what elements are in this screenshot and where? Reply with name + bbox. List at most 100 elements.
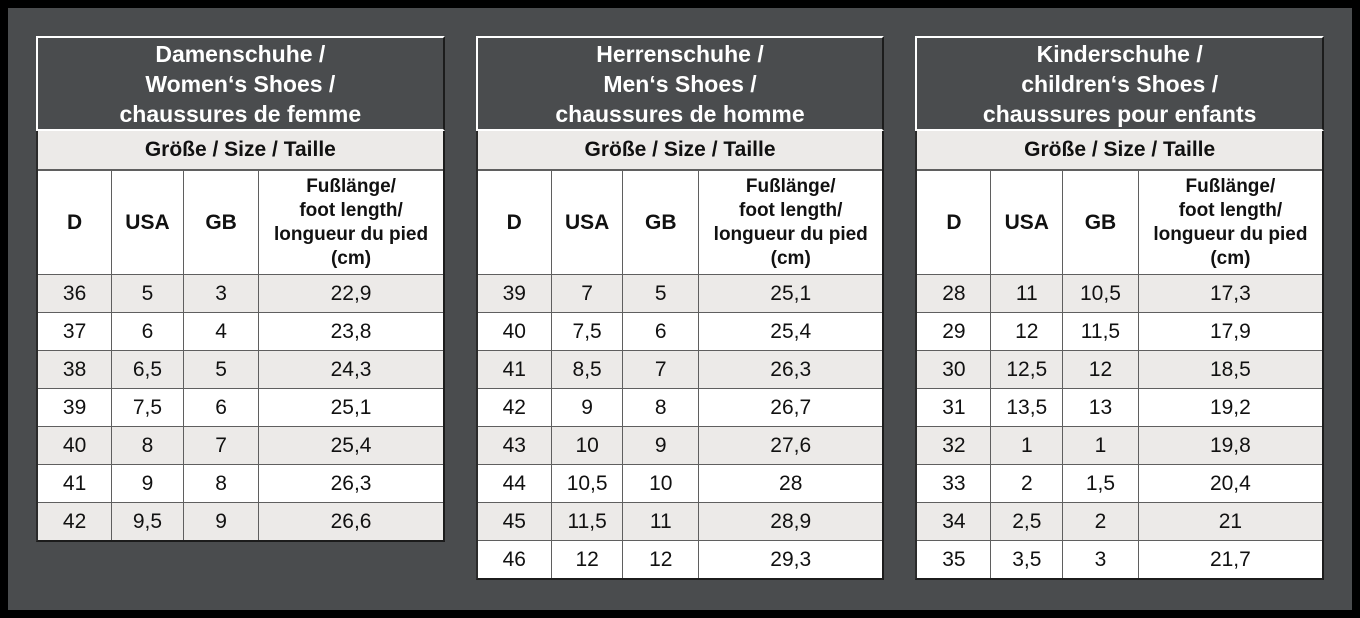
table-title-childrens: Kinderschuhe / children‘s Shoes / chauss…: [915, 36, 1325, 131]
size-cell: 32: [917, 426, 992, 465]
size-cell: 38: [38, 350, 113, 389]
size-cell: 40: [38, 426, 113, 465]
table-row: 39 7,5 6 25,1: [38, 388, 443, 427]
size-cell: 4: [182, 312, 260, 351]
size-cell: 21,7: [1137, 540, 1323, 578]
size-cell: 29,3: [698, 540, 883, 578]
size-cell: 6: [182, 388, 260, 427]
size-cell: 9,5: [111, 502, 184, 540]
size-cell: 25,4: [258, 426, 443, 465]
table-row: 35 3,5 3 21,7: [917, 540, 1323, 578]
column-header-d: D: [477, 170, 552, 275]
size-cell: 40: [477, 312, 552, 351]
size-cell: 33: [917, 464, 992, 503]
size-cell: 42: [477, 388, 552, 427]
table-row: 43 10 9 27,6: [477, 426, 883, 465]
size-cell: 42: [38, 502, 113, 540]
size-cell: 41: [477, 350, 552, 389]
size-cell: 26,3: [258, 464, 443, 503]
size-cell: 1: [1062, 426, 1139, 465]
size-cell: 13,5: [990, 388, 1064, 427]
table-row: 32 1 1 19,8: [917, 426, 1323, 465]
size-cell: 7: [182, 426, 260, 465]
size-cell: 46: [477, 540, 552, 578]
size-cell: 19,2: [1137, 388, 1323, 427]
table-body-childrens: Größe / Size / Taille D USA GB Fußlänge/…: [915, 131, 1325, 580]
size-cell: 25,4: [698, 312, 883, 351]
size-cell: 31: [917, 388, 992, 427]
column-header-gb: GB: [182, 170, 260, 275]
size-cell: 5: [182, 350, 260, 389]
size-cell: 18,5: [1137, 350, 1323, 389]
column-header-foot-length: Fußlänge/ foot length/ longueur du pied …: [1137, 170, 1323, 275]
size-cell: 12: [1062, 350, 1139, 389]
table-row: 42 9 8 26,7: [477, 388, 883, 427]
size-cell: 2,5: [990, 502, 1064, 541]
table-row: 41 8,5 7 26,3: [477, 350, 883, 389]
size-cell: 10,5: [1062, 274, 1139, 313]
table-body-mens: Größe / Size / Taille D USA GB Fußlänge/…: [475, 131, 885, 580]
table-row: 40 7,5 6 25,4: [477, 312, 883, 351]
size-cell: 11: [990, 274, 1064, 313]
size-cell: 39: [38, 388, 113, 427]
column-header-d: D: [917, 170, 992, 275]
column-header-foot-length: Fußlänge/ foot length/ longueur du pied …: [258, 170, 443, 275]
table-row: 34 2,5 2 21: [917, 502, 1323, 541]
column-header-gb: GB: [622, 170, 700, 275]
column-header-usa: USA: [111, 170, 184, 275]
size-cell: 30: [917, 350, 992, 389]
table-row: 29 12 11,5 17,9: [917, 312, 1323, 351]
size-cell: 11,5: [550, 502, 624, 541]
size-cell: 27,6: [698, 426, 883, 465]
size-cell: 9: [182, 502, 260, 540]
size-cell: 3: [1062, 540, 1139, 578]
size-cell: 26,6: [258, 502, 443, 540]
size-cell: 7: [622, 350, 700, 389]
size-cell: 9: [550, 388, 624, 427]
size-cell: 44: [477, 464, 552, 503]
size-cell: 3,5: [990, 540, 1064, 578]
table-row: 44 10,5 10 28: [477, 464, 883, 503]
size-cell: 6: [622, 312, 700, 351]
size-cell: 19,8: [1137, 426, 1323, 465]
size-table-mens: Herrenschuhe / Men‘s Shoes / chaussures …: [475, 36, 885, 580]
size-cell: 28: [917, 274, 992, 313]
size-cell: 17,9: [1137, 312, 1323, 351]
size-cell: 1,5: [1062, 464, 1139, 503]
size-cell: 10: [550, 426, 624, 465]
size-cell: 34: [917, 502, 992, 541]
table-row: 40 8 7 25,4: [38, 426, 443, 465]
size-cell: 7: [550, 274, 624, 313]
table-row: 28 11 10,5 17,3: [917, 274, 1323, 313]
size-subheader: Größe / Size / Taille: [477, 131, 883, 170]
size-cell: 24,3: [258, 350, 443, 389]
size-cell: 35: [917, 540, 992, 578]
size-cell: 1: [990, 426, 1064, 465]
size-cell: 9: [622, 426, 700, 465]
womens-size-table: D USA GB Fußlänge/ foot length/ longueur…: [38, 170, 443, 540]
column-header-gb: GB: [1062, 170, 1139, 275]
size-cell: 8: [111, 426, 184, 465]
size-cell: 28: [698, 464, 883, 503]
size-cell: 28,9: [698, 502, 883, 541]
table-row: 39 7 5 25,1: [477, 274, 883, 313]
size-cell: 12,5: [990, 350, 1064, 389]
size-cell: 12: [990, 312, 1064, 351]
size-cell: 26,7: [698, 388, 883, 427]
size-table-childrens: Kinderschuhe / children‘s Shoes / chauss…: [915, 36, 1325, 580]
size-cell: 10,5: [550, 464, 624, 503]
size-cell: 37: [38, 312, 113, 351]
size-cell: 5: [111, 274, 184, 313]
size-cell: 7,5: [550, 312, 624, 351]
size-cell: 12: [550, 540, 624, 578]
size-cell: 8: [622, 388, 700, 427]
size-cell: 8,5: [550, 350, 624, 389]
mens-size-table: D USA GB Fußlänge/ foot length/ longueur…: [477, 170, 883, 578]
table-row: 38 6,5 5 24,3: [38, 350, 443, 389]
column-header-row: D USA GB Fußlänge/ foot length/ longueur…: [38, 170, 443, 275]
size-cell: 21: [1137, 502, 1323, 541]
column-header-row: D USA GB Fußlänge/ foot length/ longueur…: [477, 170, 883, 275]
column-header-usa: USA: [990, 170, 1064, 275]
size-cell: 20,4: [1137, 464, 1323, 503]
